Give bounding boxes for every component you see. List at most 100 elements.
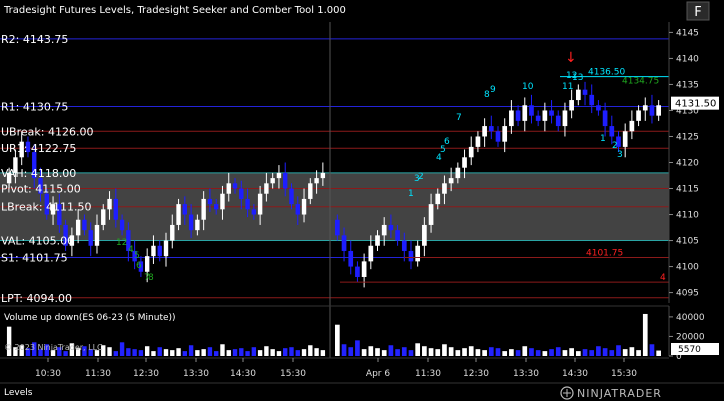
volume-bar	[101, 345, 106, 356]
volume-bar	[522, 346, 528, 356]
volume-bar	[182, 351, 188, 356]
price-tick-label: 4120	[676, 159, 699, 169]
level-label: LBreak: 4111.50	[1, 201, 92, 214]
time-tick-label: 13:30	[183, 369, 209, 379]
candle-body	[226, 183, 231, 194]
volume-bar	[549, 349, 554, 356]
candle-body	[57, 204, 62, 225]
volume-axis[interactable]: 40000 20000 0	[669, 313, 705, 362]
volume-bar	[569, 348, 574, 356]
candle-body	[609, 126, 615, 137]
green-signal-marker: 12	[116, 238, 127, 248]
candle-body	[75, 219, 81, 236]
volume-bar	[428, 348, 434, 356]
right-level-label: 4136.50	[588, 68, 625, 78]
panel-tab-levels[interactable]: Levels	[4, 388, 33, 398]
volume-bar	[144, 346, 150, 356]
volume-bar	[636, 350, 641, 356]
candle-body	[232, 183, 238, 189]
volume-tick-label: 40000	[676, 313, 705, 323]
volume-bar	[582, 349, 588, 356]
candle-body	[488, 126, 494, 132]
price-tick-label: 4125	[676, 132, 699, 142]
logo-text: NINJATRADER	[577, 387, 662, 400]
volume-bar	[448, 347, 454, 356]
price-tick-label: 4115	[676, 185, 699, 195]
candle-body	[6, 172, 12, 184]
current-price-value: 4131.50	[675, 99, 716, 110]
candle-body	[126, 230, 131, 251]
candle-body	[251, 209, 257, 215]
price-tick-label: 4135	[676, 80, 699, 90]
volume-bar	[320, 350, 326, 356]
candle-body	[596, 105, 601, 111]
volume-bar	[163, 349, 169, 356]
candle-body	[144, 256, 150, 272]
time-axis[interactable]: 10:30 11:30 12:30 13:30 14:30 15:30 Apr 6 11:30…	[35, 358, 637, 379]
candle-body	[381, 224, 387, 236]
f-button-label[interactable]: F	[694, 5, 701, 20]
f-button-bg[interactable]	[686, 1, 710, 21]
candle-body	[201, 198, 206, 220]
volume-bar	[201, 349, 206, 356]
volume-bar	[562, 350, 568, 356]
price-tick-label: 4105	[676, 237, 699, 247]
volume-bar	[422, 346, 427, 356]
volume-bar	[535, 350, 541, 356]
candle-body	[94, 224, 100, 246]
level-label: UBreak: 4126.00	[1, 125, 93, 138]
candle-body	[495, 131, 501, 142]
candle-body	[63, 224, 68, 246]
volume-bar	[170, 350, 175, 356]
volume-bar	[63, 351, 68, 356]
volume-bar	[442, 344, 447, 356]
candle-body	[616, 136, 621, 147]
volume-bar	[270, 349, 275, 356]
volume-bar	[38, 349, 43, 356]
candle-body	[19, 141, 24, 158]
volume-bar	[488, 347, 494, 356]
volume-bar	[214, 351, 219, 356]
candle-body	[629, 120, 635, 132]
logo-mark	[560, 386, 574, 400]
volume-bar	[509, 349, 514, 356]
price-tick-label: 4140	[676, 54, 699, 64]
candle-body	[522, 105, 528, 121]
candle-body	[157, 245, 162, 257]
price-axis[interactable]: 4145 4140 4135 4130 4125 4120 4115 4110 4105 4100…	[669, 28, 699, 299]
candle-body	[428, 204, 434, 225]
candle-body	[301, 198, 307, 215]
candle-body	[335, 219, 340, 236]
cyan-signal-marker: 10	[522, 82, 534, 92]
candle-body	[176, 204, 181, 225]
candle-body	[656, 105, 661, 116]
volume-bar	[264, 346, 269, 356]
volume-bar	[629, 347, 635, 356]
candle-body	[562, 110, 568, 127]
candle-body	[355, 266, 360, 277]
candle-body	[69, 235, 75, 246]
cyan-signal-marker: 5	[440, 145, 446, 155]
candle-body	[289, 188, 294, 205]
green-signal-marker: 7	[144, 273, 150, 283]
volume-bar	[462, 348, 467, 356]
volume-bar	[207, 347, 213, 356]
price-tick-label: 4145	[676, 28, 699, 38]
volume-bar	[388, 345, 394, 356]
candle-body	[448, 178, 454, 184]
level-label: R1: 4130.75	[1, 101, 68, 114]
right-level-label: 4	[660, 273, 666, 283]
time-tick-label: 15:30	[611, 369, 637, 379]
candle-body	[388, 224, 394, 231]
volume-bar	[368, 346, 374, 356]
volume-bar	[589, 350, 595, 356]
candle-body	[408, 250, 414, 262]
candle-body	[44, 193, 49, 215]
volume-bar	[6, 326, 12, 356]
cyan-signal-marker: 8	[484, 90, 490, 100]
volume-bar	[94, 350, 100, 356]
candle-body	[442, 183, 447, 194]
f-button[interactable]: F	[686, 1, 710, 21]
